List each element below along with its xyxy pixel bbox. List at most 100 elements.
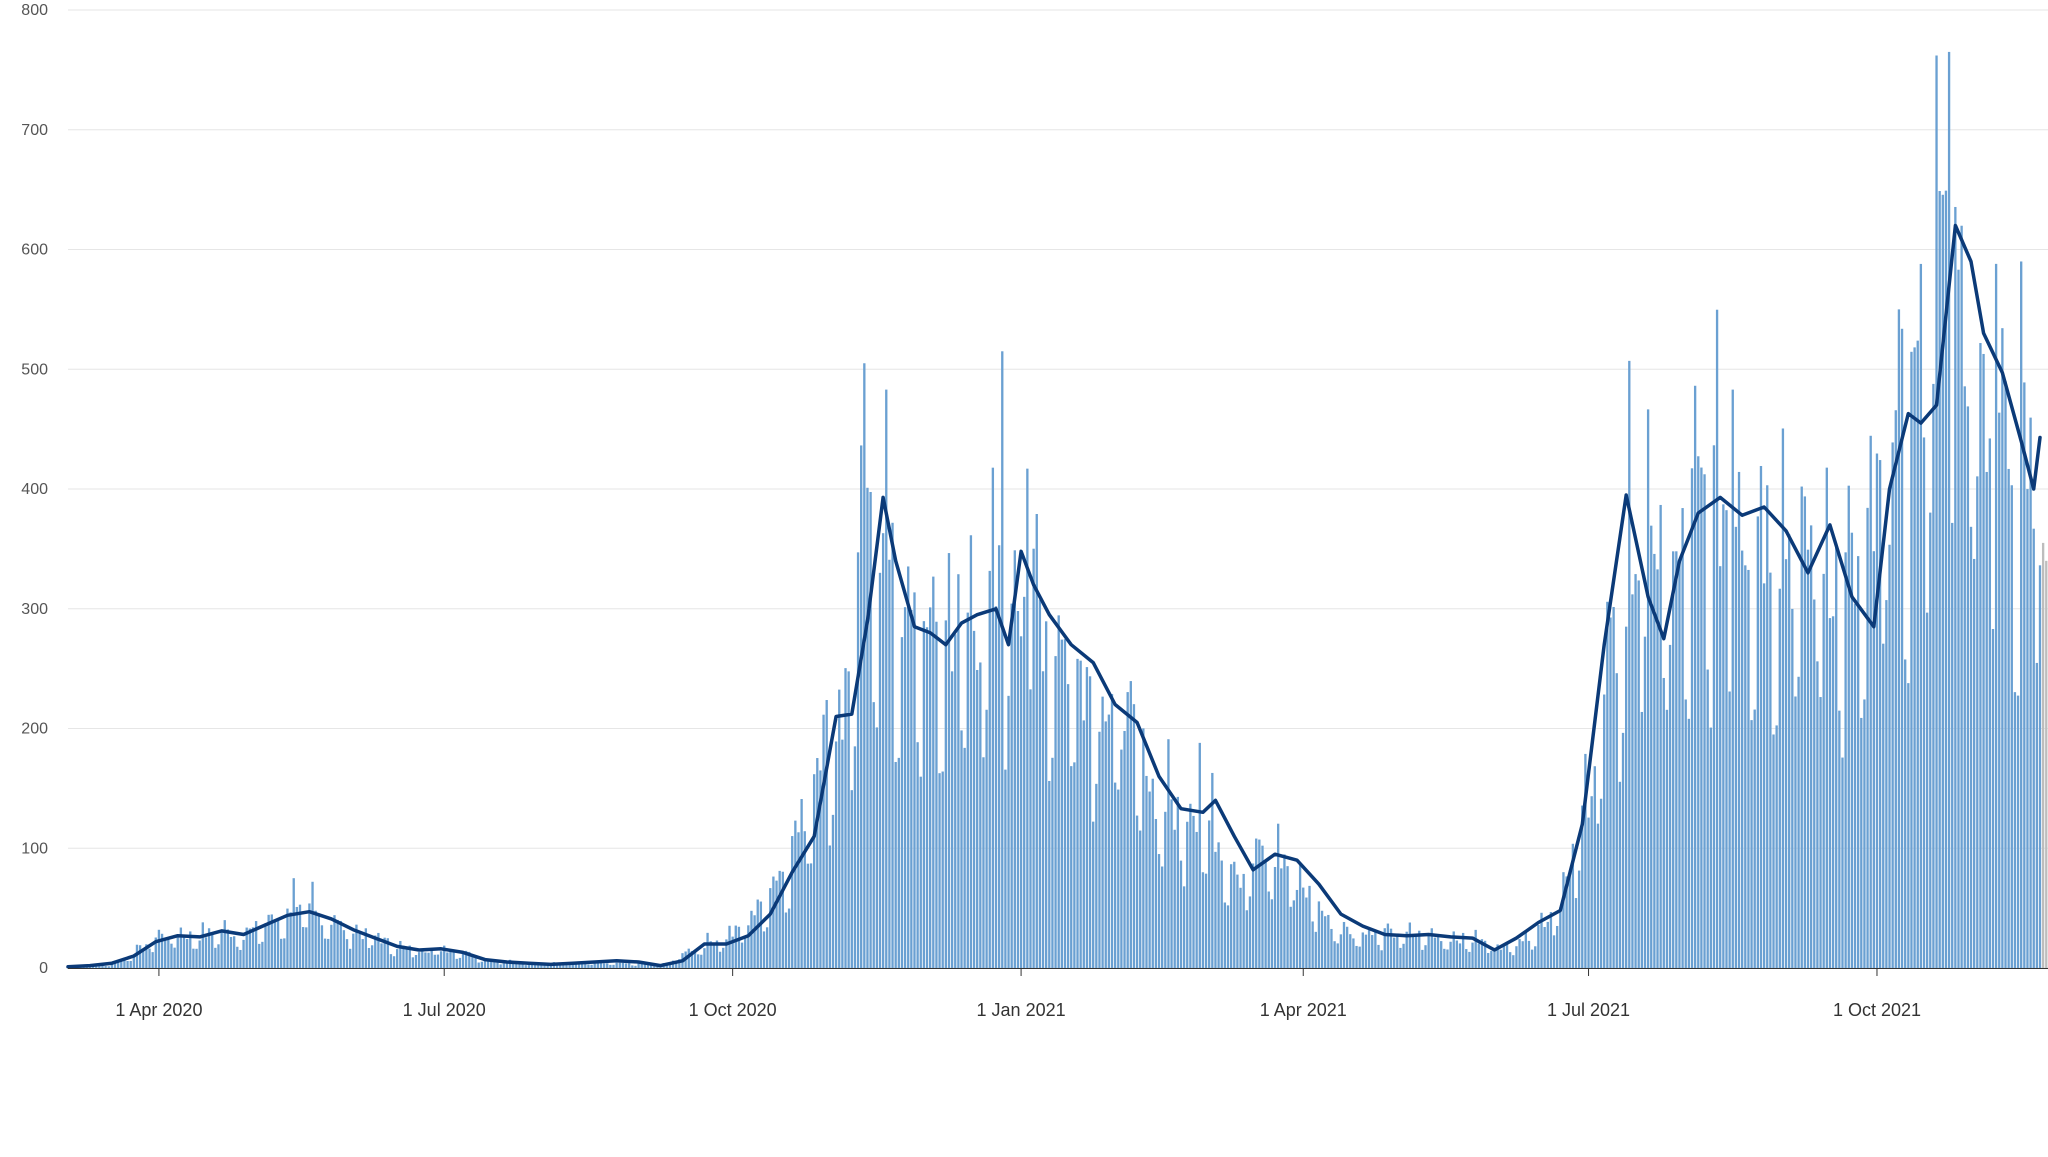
daily-bar bbox=[1788, 534, 1790, 968]
daily-bar bbox=[1446, 949, 1448, 968]
daily-bar bbox=[2023, 382, 2025, 968]
daily-bar bbox=[1396, 937, 1398, 968]
daily-bar bbox=[1133, 704, 1135, 968]
daily-bar bbox=[1170, 799, 1172, 968]
daily-bar bbox=[1819, 697, 1821, 968]
daily-bar bbox=[929, 607, 931, 968]
daily-bar bbox=[1920, 264, 1922, 968]
daily-bar bbox=[1747, 570, 1749, 968]
daily-bar bbox=[233, 936, 235, 968]
daily-bar bbox=[1412, 935, 1414, 968]
daily-bar bbox=[1634, 574, 1636, 968]
daily-bar bbox=[1421, 950, 1423, 968]
daily-bar bbox=[703, 948, 705, 968]
daily-bar bbox=[484, 961, 486, 968]
daily-bar bbox=[1311, 921, 1313, 968]
daily-bar bbox=[750, 911, 752, 968]
daily-bar bbox=[380, 943, 382, 968]
daily-bar bbox=[224, 920, 226, 968]
daily-bar bbox=[1913, 347, 1915, 968]
daily-bar bbox=[1923, 437, 1925, 968]
daily-bar bbox=[1891, 442, 1893, 968]
daily-bar bbox=[1578, 871, 1580, 968]
incomplete-bar bbox=[2045, 561, 2047, 968]
daily-bar bbox=[1638, 580, 1640, 968]
daily-bar bbox=[1672, 551, 1674, 968]
daily-bar bbox=[1691, 468, 1693, 968]
daily-bar bbox=[1161, 866, 1163, 968]
daily-bar bbox=[1183, 886, 1185, 968]
daily-bar bbox=[904, 607, 906, 968]
daily-bar bbox=[835, 741, 837, 968]
daily-bar bbox=[167, 939, 169, 968]
daily-bar bbox=[177, 938, 179, 968]
daily-bar bbox=[1509, 952, 1511, 968]
daily-bar bbox=[2020, 261, 2022, 968]
daily-bar bbox=[901, 637, 903, 968]
daily-bar bbox=[697, 954, 699, 968]
daily-bar bbox=[1017, 611, 1019, 968]
daily-bar bbox=[1597, 824, 1599, 968]
daily-bar bbox=[1600, 799, 1602, 968]
daily-bar bbox=[1870, 436, 1872, 968]
daily-bar bbox=[873, 702, 875, 968]
daily-bar bbox=[813, 774, 815, 968]
daily-bar bbox=[264, 923, 266, 968]
daily-bar bbox=[851, 790, 853, 968]
daily-bar bbox=[130, 961, 132, 968]
daily-bar bbox=[706, 933, 708, 968]
daily-bar bbox=[722, 948, 724, 968]
daily-bar bbox=[1095, 784, 1097, 968]
daily-bar bbox=[609, 965, 611, 968]
daily-bar bbox=[1224, 903, 1226, 968]
daily-bar bbox=[995, 606, 997, 968]
daily-bar bbox=[1434, 938, 1436, 968]
daily-bar bbox=[1296, 890, 1298, 968]
daily-bar bbox=[1895, 410, 1897, 968]
daily-bar bbox=[258, 944, 260, 968]
daily-bar bbox=[2033, 529, 2035, 968]
daily-bar bbox=[713, 945, 715, 968]
daily-bar bbox=[1995, 264, 1997, 968]
daily-bar bbox=[1863, 699, 1865, 968]
daily-bar bbox=[1562, 872, 1564, 968]
daily-bar bbox=[499, 964, 501, 968]
daily-bar bbox=[374, 936, 376, 968]
daily-bar bbox=[525, 965, 527, 968]
daily-bar bbox=[1556, 926, 1558, 968]
daily-bar bbox=[1070, 766, 1072, 968]
daily-bar bbox=[1117, 790, 1119, 968]
daily-bar bbox=[1174, 830, 1176, 968]
daily-bar bbox=[199, 941, 201, 968]
daily-bar bbox=[1641, 712, 1643, 968]
daily-bar bbox=[1904, 659, 1906, 968]
daily-bar bbox=[1866, 508, 1868, 968]
daily-bar bbox=[1286, 866, 1288, 968]
daily-bar bbox=[280, 939, 282, 968]
daily-bar bbox=[1456, 941, 1458, 968]
daily-bar bbox=[1503, 944, 1505, 968]
daily-bar bbox=[1685, 699, 1687, 968]
daily-bar bbox=[1876, 454, 1878, 968]
y-tick-label: 100 bbox=[21, 840, 48, 857]
daily-bar bbox=[227, 929, 229, 968]
daily-bar bbox=[568, 965, 570, 968]
daily-bar bbox=[989, 571, 991, 968]
daily-bar bbox=[810, 863, 812, 968]
daily-bar bbox=[747, 925, 749, 968]
daily-bar bbox=[973, 631, 975, 968]
daily-bar bbox=[1011, 604, 1013, 968]
daily-bar bbox=[1559, 907, 1561, 968]
daily-bar bbox=[1315, 932, 1317, 968]
daily-bar bbox=[854, 746, 856, 968]
daily-bar bbox=[622, 963, 624, 968]
daily-bar bbox=[1547, 922, 1549, 968]
daily-bar bbox=[1531, 950, 1533, 968]
daily-bar bbox=[1076, 659, 1078, 968]
daily-bar bbox=[1506, 942, 1508, 968]
daily-bar bbox=[1710, 728, 1712, 968]
daily-bar bbox=[1534, 946, 1536, 968]
daily-bar bbox=[186, 939, 188, 968]
daily-bar bbox=[832, 815, 834, 968]
daily-bar bbox=[396, 949, 398, 968]
